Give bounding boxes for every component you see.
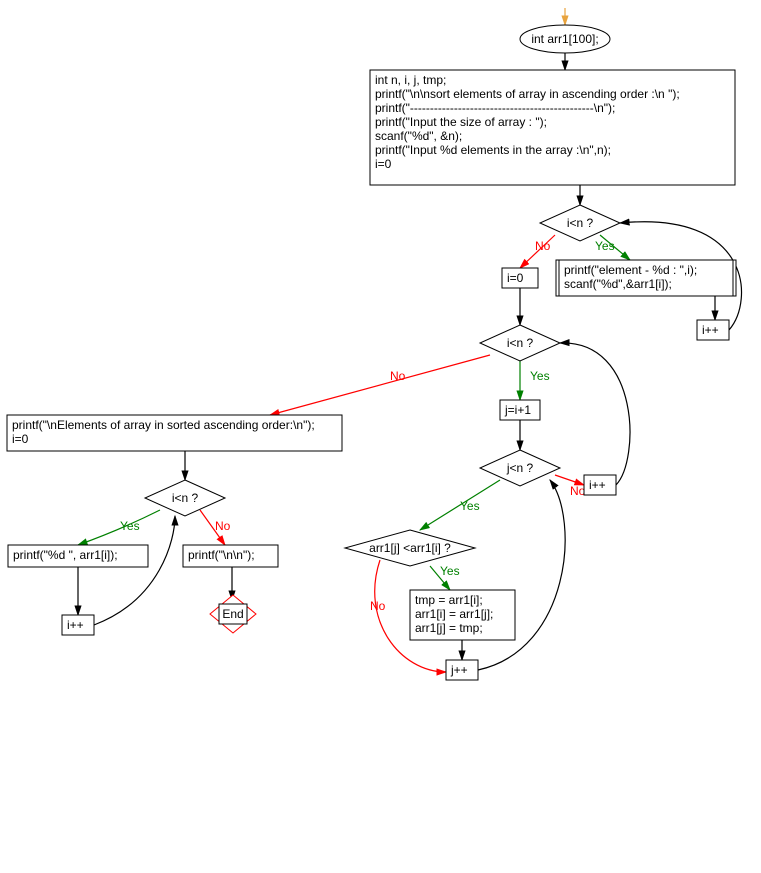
- node-text: printf("--------------------------------…: [375, 101, 615, 115]
- node-text: i<n ?: [172, 491, 199, 505]
- node-text: i++: [702, 323, 719, 337]
- node-text: printf("\n\n");: [188, 548, 255, 562]
- node-text: i<n ?: [567, 216, 594, 230]
- node-text: printf("Input the size of array : ");: [375, 115, 547, 129]
- edge-label: No: [370, 599, 386, 613]
- edge-label: Yes: [595, 239, 615, 253]
- node-text: i++: [67, 618, 84, 632]
- node-text: scanf("%d", &n);: [375, 129, 462, 143]
- node-text: printf("\nElements of array in sorted as…: [12, 418, 315, 432]
- edge: [270, 355, 490, 415]
- node-text: i=0: [12, 432, 29, 446]
- node-text: End: [222, 607, 243, 621]
- edge-label: No: [535, 239, 551, 253]
- edge-label: No: [390, 369, 406, 383]
- node-text: arr1[j] <arr1[i] ?: [369, 541, 451, 555]
- node-text: i=0: [375, 157, 392, 171]
- node-text: tmp = arr1[i];: [415, 593, 483, 607]
- node-text: scanf("%d",&arr1[i]);: [564, 277, 672, 291]
- edge: [560, 343, 630, 485]
- node-text: i=0: [507, 271, 524, 285]
- edge-label: No: [570, 484, 586, 498]
- node-text: i++: [589, 478, 606, 492]
- node-text: printf("%d ", arr1[i]);: [13, 548, 118, 562]
- node-text: int n, i, j, tmp;: [375, 73, 446, 87]
- node-text: printf("\n\nsort elements of array in as…: [375, 87, 680, 101]
- node-text: j<n ?: [506, 461, 534, 475]
- edge: [478, 480, 565, 670]
- node-text: printf("Input %d elements in the array :…: [375, 143, 611, 157]
- node-text: int arr1[100];: [531, 32, 598, 46]
- node-text: j=i+1: [504, 403, 531, 417]
- flowchart-diagram: No Yes No Yes Yes No Yes No Yes No int arr1[100]; i…: [0, 0, 761, 873]
- node-text: arr1[j] = tmp;: [415, 621, 483, 635]
- edge-label: Yes: [460, 499, 480, 513]
- node-text: arr1[i] = arr1[j];: [415, 607, 493, 621]
- node-text: printf("element - %d : ",i);: [564, 263, 697, 277]
- edge: [78, 510, 160, 545]
- node-text: j++: [450, 663, 468, 677]
- node-text: i<n ?: [507, 336, 534, 350]
- edge-label: Yes: [440, 564, 460, 578]
- edge-label: Yes: [120, 519, 140, 533]
- edge-label: Yes: [530, 369, 550, 383]
- edge-label: No: [215, 519, 231, 533]
